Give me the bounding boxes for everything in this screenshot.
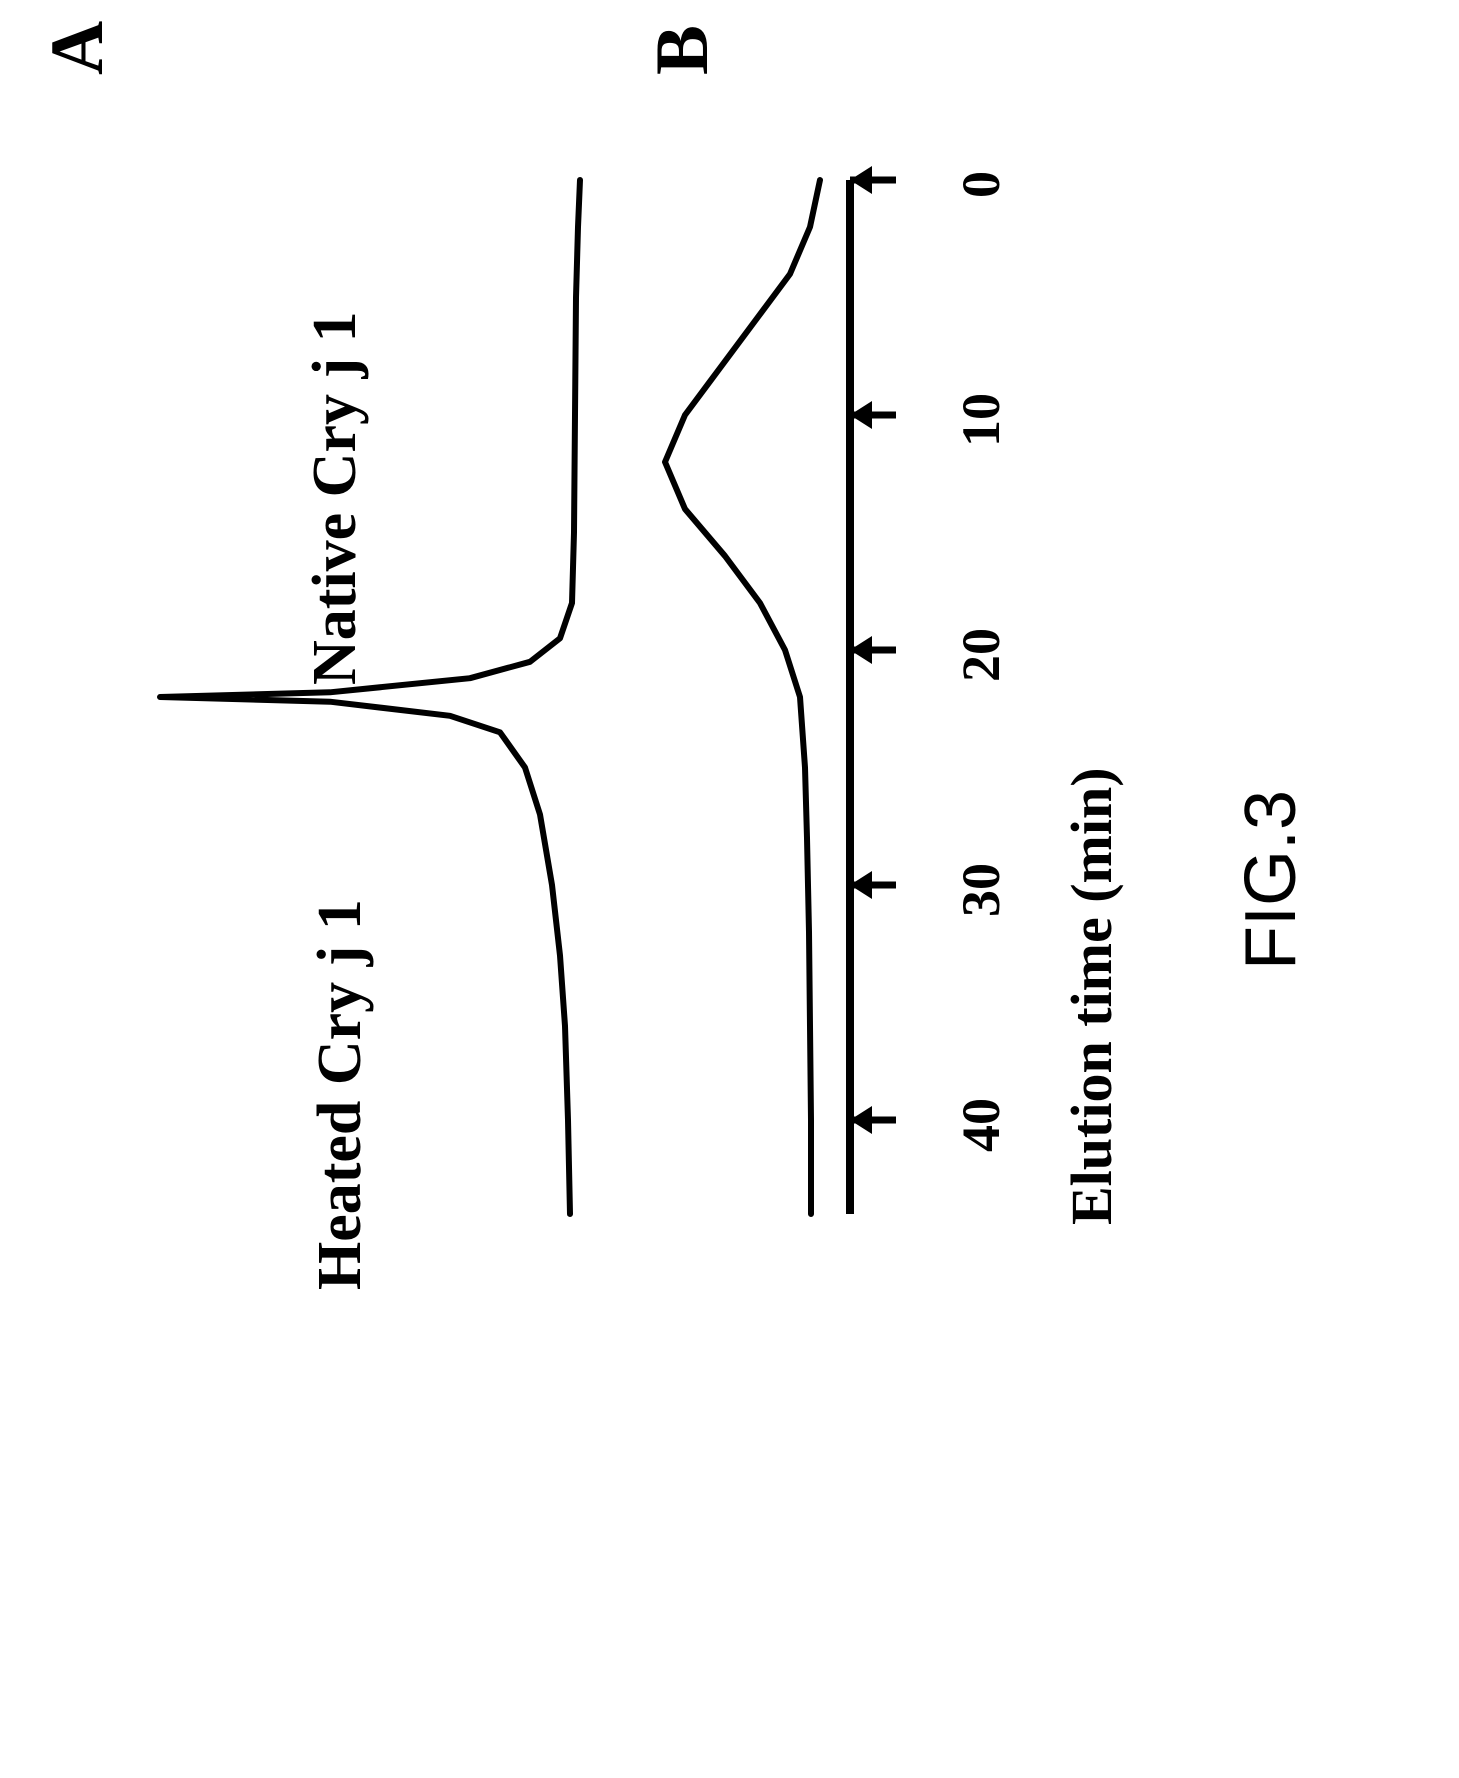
x-axis-label-text: Elution time (min) xyxy=(1059,767,1124,1225)
figure-caption-text: FIG.3 xyxy=(1231,790,1311,970)
tick-20-text: 20 xyxy=(951,628,1011,682)
panel-b-letter: B xyxy=(640,25,726,75)
panel-a-letter-text: A xyxy=(36,21,119,75)
panel-a-letter: A xyxy=(35,21,121,75)
panel-b-letter-text: B xyxy=(641,25,724,75)
tick-30: 30 xyxy=(950,863,1012,917)
tick-10-text: 10 xyxy=(951,393,1011,447)
tick-30-text: 30 xyxy=(951,863,1011,917)
tick-10: 10 xyxy=(950,393,1012,447)
tick-0-text: 0 xyxy=(951,171,1011,198)
figure-caption: FIG.3 xyxy=(1230,790,1312,970)
tick-40: 40 xyxy=(950,1098,1012,1152)
panel-b-chart xyxy=(645,160,840,1234)
figure-root: A Native Cry j 1 B Heated Cry j 1 Elutio… xyxy=(0,0,1459,1778)
tick-40-text: 40 xyxy=(951,1098,1011,1152)
x-axis-label: Elution time (min) xyxy=(1058,767,1125,1225)
tick-0: 0 xyxy=(950,171,1012,198)
panel-a-chart xyxy=(140,160,600,1234)
x-axis xyxy=(840,160,926,1234)
tick-20: 20 xyxy=(950,628,1012,682)
